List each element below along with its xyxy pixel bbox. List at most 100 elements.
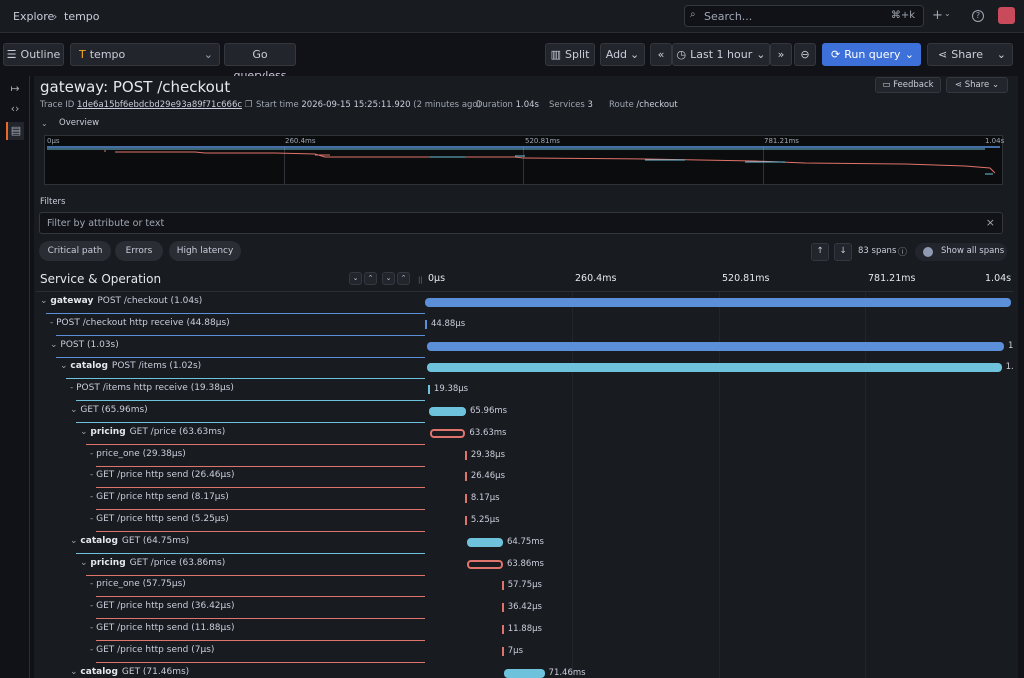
trace-share-button[interactable]: ⋖ Share ⌄ — [946, 77, 1008, 93]
trace-id-value[interactable]: 1de6a15bf6ebdcbd29e93a89f71c666c — [77, 100, 243, 110]
time-back-button[interactable]: « — [650, 43, 672, 66]
zoom-out-button[interactable]: ⊖ — [794, 43, 816, 66]
chevron-down-icon[interactable]: ⌄ — [996, 48, 1006, 61]
avatar[interactable] — [998, 7, 1015, 24]
chip-high-latency[interactable]: High latency — [169, 241, 241, 261]
span-bar[interactable] — [501, 581, 504, 591]
leaf-marker-icon[interactable]: - — [90, 644, 97, 655]
overview-label[interactable]: Overview — [59, 118, 100, 128]
span-row[interactable]: ⌄ pricing GET /price (63.63ms) 63.63ms — [36, 423, 1013, 445]
filter-input[interactable]: Filter by attribute or text × — [39, 212, 1003, 234]
feedback-button[interactable]: ▭ Feedback — [875, 77, 941, 93]
span-label[interactable]: - POST /checkout http receive (44.88μs) — [50, 318, 230, 328]
expand-one-button[interactable]: ⌃ — [364, 272, 377, 285]
span-bar[interactable] — [501, 646, 504, 656]
chip-errors[interactable]: Errors — [115, 241, 163, 261]
outline-button[interactable]: ☰ Outline — [3, 43, 64, 66]
leaf-marker-icon[interactable]: - — [90, 601, 97, 612]
span-row[interactable]: ⌄ GET (65.96ms) 65.96ms — [36, 401, 1013, 423]
span-bar[interactable] — [464, 494, 467, 504]
span-label[interactable]: ⌄ catalog POST /items (1.02s) — [60, 361, 201, 371]
span-bar[interactable] — [426, 341, 1004, 351]
go-queryless-button[interactable]: Go queryless — [224, 43, 296, 82]
span-label[interactable]: ⌄ pricing GET /price (63.63ms) — [80, 427, 225, 437]
share-button[interactable]: ⋖ Share ⌄ — [927, 43, 1013, 66]
span-label[interactable]: - price_one (57.75μs) — [90, 579, 186, 589]
span-row[interactable]: ⌄ POST (1.03s) 1 — [36, 336, 1013, 358]
chevron-down-icon[interactable]: ⌄ — [50, 339, 61, 350]
document-icon[interactable]: ▤ — [6, 122, 24, 140]
time-forward-button[interactable]: » — [770, 43, 792, 66]
span-bar[interactable] — [466, 537, 503, 547]
span-bar[interactable] — [427, 363, 1002, 373]
span-row[interactable]: - POST /items http receive (19.38μs) 19.3… — [36, 379, 1013, 402]
span-row[interactable]: - GET /price http send (36.42μs) 36.42μs — [36, 597, 1013, 620]
span-row[interactable]: - GET /price http send (11.88μs) 11.88μs — [36, 619, 1013, 641]
collapse-arrow-icon[interactable]: ↦ — [10, 82, 20, 95]
span-row[interactable]: - price_one (29.38μs) 29.38μs — [36, 445, 1013, 467]
span-row[interactable]: ⌄ catalog GET (71.46ms) 71.46ms — [36, 663, 1013, 678]
span-row[interactable]: ⌄ gateway POST /checkout (1.04s) — [36, 292, 1013, 314]
leaf-marker-icon[interactable]: - — [90, 470, 97, 481]
span-bar[interactable] — [501, 625, 504, 634]
span-label[interactable]: ⌄ GET (65.96ms) — [70, 405, 148, 415]
split-button[interactable]: ▥ Split — [545, 43, 595, 66]
span-bar[interactable] — [429, 407, 466, 416]
span-label[interactable]: - GET /price http send (11.88μs) — [90, 623, 234, 633]
span-label[interactable]: - GET /price http send (7μs) — [90, 645, 214, 655]
run-query-button[interactable]: ⟳ Run query ⌄ — [822, 43, 921, 66]
chevron-down-icon[interactable]: ⌄ — [60, 361, 71, 372]
span-label[interactable]: - price_one (29.38μs) — [90, 449, 186, 459]
span-row[interactable]: - GET /price http send (7μs) 7μs — [36, 641, 1013, 663]
span-bar[interactable] — [429, 428, 466, 438]
collapse-one-button[interactable]: ⌄ — [349, 272, 362, 285]
span-label[interactable]: ⌄ catalog GET (71.46ms) — [70, 667, 189, 677]
chevron-down-icon[interactable]: ⌄ — [80, 426, 91, 437]
span-row[interactable]: - GET /price http send (5.25μs) 5.25μs — [36, 510, 1013, 532]
code-icon[interactable]: ‹› — [10, 102, 20, 115]
add-button[interactable]: Add ⌄ — [600, 43, 645, 66]
span-bar[interactable] — [467, 559, 503, 569]
leaf-marker-icon[interactable]: - — [90, 448, 97, 459]
clear-icon[interactable]: × — [985, 216, 995, 229]
span-bar[interactable] — [464, 516, 467, 525]
span-row[interactable]: ⌄ catalog POST /items (1.02s) 1. — [36, 357, 1013, 380]
chevron-down-icon[interactable]: ⌄ — [70, 405, 81, 415]
next-match-button[interactable]: ↓ — [834, 243, 852, 261]
span-bar[interactable] — [425, 319, 427, 329]
span-label[interactable]: ⌄ POST (1.03s) — [50, 340, 119, 350]
chevron-down-icon[interactable]: ⌄ — [40, 296, 51, 306]
span-bar[interactable] — [501, 603, 504, 613]
leaf-marker-icon[interactable]: - — [50, 317, 57, 328]
copy-icon[interactable]: ❐ — [244, 100, 253, 110]
chevron-down-icon[interactable]: ⌄ — [904, 48, 914, 61]
span-label[interactable]: - GET /price http send (36.42μs) — [90, 601, 234, 611]
chevron-down-icon[interactable]: ⌄ — [70, 535, 81, 546]
span-label[interactable]: ⌄ pricing GET /price (63.86ms) — [80, 558, 225, 568]
span-bar[interactable] — [425, 298, 1011, 307]
span-row[interactable]: ⌄ pricing GET /price (63.86ms) 63.86ms — [36, 554, 1013, 576]
span-row[interactable]: - price_one (57.75μs) 57.75μs — [36, 575, 1013, 598]
chevron-down-icon[interactable]: ⌄ — [41, 119, 48, 128]
expand-all-button[interactable]: ⌃ — [397, 272, 410, 285]
span-label[interactable]: - POST /items http receive (19.38μs) — [70, 383, 234, 393]
span-bar[interactable] — [464, 450, 467, 460]
chip-critical-path[interactable]: Critical path — [39, 241, 111, 261]
prev-match-button[interactable]: ↑ — [811, 243, 829, 261]
add-new-button[interactable]: + — [932, 8, 943, 23]
span-label[interactable]: - GET /price http send (8.17μs) — [90, 492, 229, 502]
span-label[interactable]: ⌄ gateway POST /checkout (1.04s) — [40, 296, 202, 306]
span-label[interactable]: ⌄ catalog GET (64.75ms) — [70, 536, 189, 546]
span-row[interactable]: - GET /price http send (26.46μs) 26.46μs — [36, 466, 1013, 489]
span-row[interactable]: - POST /checkout http receive (44.88μs) 4… — [36, 314, 1013, 336]
leaf-marker-icon[interactable]: - — [90, 623, 97, 633]
leaf-marker-icon[interactable]: - — [70, 383, 77, 394]
leaf-marker-icon[interactable]: - — [90, 579, 97, 590]
span-bar[interactable] — [504, 668, 545, 678]
show-all-spans-toggle[interactable]: Show all spans — [915, 243, 1007, 261]
span-label[interactable]: - GET /price http send (5.25μs) — [90, 514, 229, 524]
span-row[interactable]: - GET /price http send (8.17μs) 8.17μs — [36, 488, 1013, 511]
help-icon[interactable]: ? — [972, 10, 984, 22]
trace-minimap[interactable]: 0μs 260.4ms 520.81ms 781.21ms 1.04s — [44, 135, 1004, 185]
